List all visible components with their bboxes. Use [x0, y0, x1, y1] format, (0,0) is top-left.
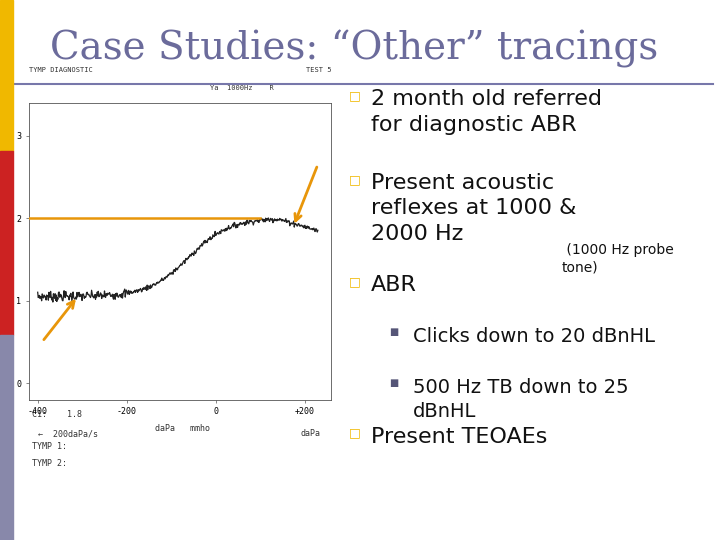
- Text: Clicks down to 20 dBnHL: Clicks down to 20 dBnHL: [413, 327, 654, 346]
- Text: ←  200daPa/s: ← 200daPa/s: [38, 429, 98, 438]
- Text: ■: ■: [389, 327, 398, 337]
- Text: C1:    1.8: C1: 1.8: [32, 410, 82, 420]
- Text: daPa   mmho: daPa mmho: [155, 424, 210, 433]
- Text: Present TEOAEs: Present TEOAEs: [371, 427, 547, 447]
- Text: 2 month old referred
for diagnostic ABR: 2 month old referred for diagnostic ABR: [371, 89, 602, 134]
- Text: TEST 5: TEST 5: [306, 67, 331, 73]
- Text: Case Studies: “Other” tracings: Case Studies: “Other” tracings: [50, 30, 659, 68]
- Text: □: □: [349, 173, 361, 186]
- Text: 500 Hz TB down to 25
dBnHL: 500 Hz TB down to 25 dBnHL: [413, 378, 628, 421]
- Text: Ya  1000Hz    R: Ya 1000Hz R: [210, 85, 274, 91]
- Text: ■: ■: [389, 378, 398, 388]
- Text: (1000 Hz probe
tone): (1000 Hz probe tone): [562, 243, 673, 274]
- Text: □: □: [349, 275, 361, 288]
- Text: □: □: [349, 89, 361, 102]
- Text: TYMP 1:: TYMP 1:: [32, 442, 68, 450]
- Text: ABR: ABR: [371, 275, 417, 295]
- Text: □: □: [349, 427, 361, 440]
- Text: TYMP DIAGNOSTIC: TYMP DIAGNOSTIC: [29, 67, 93, 73]
- Text: Present acoustic
reflexes at 1000 &
2000 Hz: Present acoustic reflexes at 1000 & 2000…: [371, 173, 576, 244]
- Text: daPa: daPa: [301, 429, 321, 438]
- Text: TYMP 2:: TYMP 2:: [32, 459, 68, 468]
